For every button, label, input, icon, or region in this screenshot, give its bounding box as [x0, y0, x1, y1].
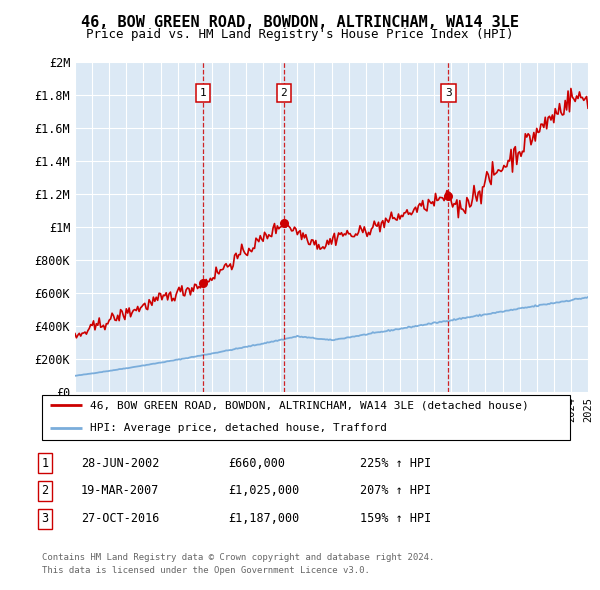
Text: 3: 3 [445, 88, 452, 99]
Text: Contains HM Land Registry data © Crown copyright and database right 2024.: Contains HM Land Registry data © Crown c… [42, 553, 434, 562]
Text: 159% ↑ HPI: 159% ↑ HPI [360, 512, 431, 525]
Text: 2: 2 [281, 88, 287, 99]
Text: HPI: Average price, detached house, Trafford: HPI: Average price, detached house, Traf… [89, 424, 386, 434]
Text: 46, BOW GREEN ROAD, BOWDON, ALTRINCHAM, WA14 3LE: 46, BOW GREEN ROAD, BOWDON, ALTRINCHAM, … [81, 15, 519, 30]
Text: 1: 1 [200, 88, 206, 99]
Text: 27-OCT-2016: 27-OCT-2016 [81, 512, 160, 525]
Text: 46, BOW GREEN ROAD, BOWDON, ALTRINCHAM, WA14 3LE (detached house): 46, BOW GREEN ROAD, BOWDON, ALTRINCHAM, … [89, 400, 528, 410]
Text: 225% ↑ HPI: 225% ↑ HPI [360, 457, 431, 470]
Text: 19-MAR-2007: 19-MAR-2007 [81, 484, 160, 497]
Text: 1: 1 [41, 457, 49, 470]
Text: Price paid vs. HM Land Registry's House Price Index (HPI): Price paid vs. HM Land Registry's House … [86, 28, 514, 41]
Text: £1,025,000: £1,025,000 [228, 484, 299, 497]
Text: This data is licensed under the Open Government Licence v3.0.: This data is licensed under the Open Gov… [42, 566, 370, 575]
Text: 3: 3 [41, 512, 49, 525]
Text: £1,187,000: £1,187,000 [228, 512, 299, 525]
Text: 28-JUN-2002: 28-JUN-2002 [81, 457, 160, 470]
Text: 2: 2 [41, 484, 49, 497]
Text: 207% ↑ HPI: 207% ↑ HPI [360, 484, 431, 497]
Text: £660,000: £660,000 [228, 457, 285, 470]
